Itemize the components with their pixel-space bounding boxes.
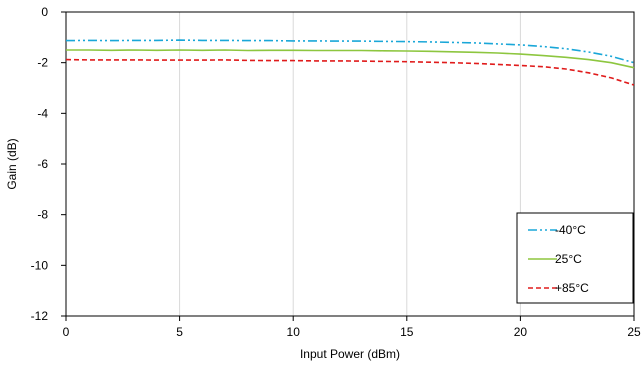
series-line-1 [65, 39, 635, 64]
y-tick-label: 0 [41, 5, 48, 19]
x-tick-label: 5 [176, 325, 183, 339]
y-tick-label: -6 [37, 157, 48, 171]
series-line-2 [66, 49, 635, 69]
grid-layer [179, 12, 521, 316]
y-tick-label: -12 [31, 309, 49, 323]
y-tick-label: -10 [31, 258, 49, 272]
x-tick-label: 0 [63, 325, 70, 339]
x-tick-label: 25 [627, 325, 641, 339]
x-tick-label: 10 [287, 325, 301, 339]
series-line-3 [65, 58, 635, 86]
legend-label-2: 25°C [555, 252, 582, 266]
legend-label-1: -40°C [555, 223, 586, 237]
legend-label-3: +85°C [555, 281, 589, 295]
y-axis-title: Gain (dB) [5, 138, 19, 189]
y-tick-label: -8 [37, 208, 48, 222]
tick-layer: 0 5 10 15 20 25 0 -2 -4 -6 -8 -10 -12 [31, 5, 641, 339]
x-axis-title: Input Power (dBm) [300, 347, 400, 361]
series-layer [65, 39, 635, 86]
legend: -40°C 25°C +85°C [516, 212, 634, 304]
x-tick-label: 15 [400, 325, 414, 339]
y-tick-label: -4 [37, 106, 48, 120]
y-tick-label: -2 [37, 56, 48, 70]
x-tick-label: 20 [514, 325, 528, 339]
